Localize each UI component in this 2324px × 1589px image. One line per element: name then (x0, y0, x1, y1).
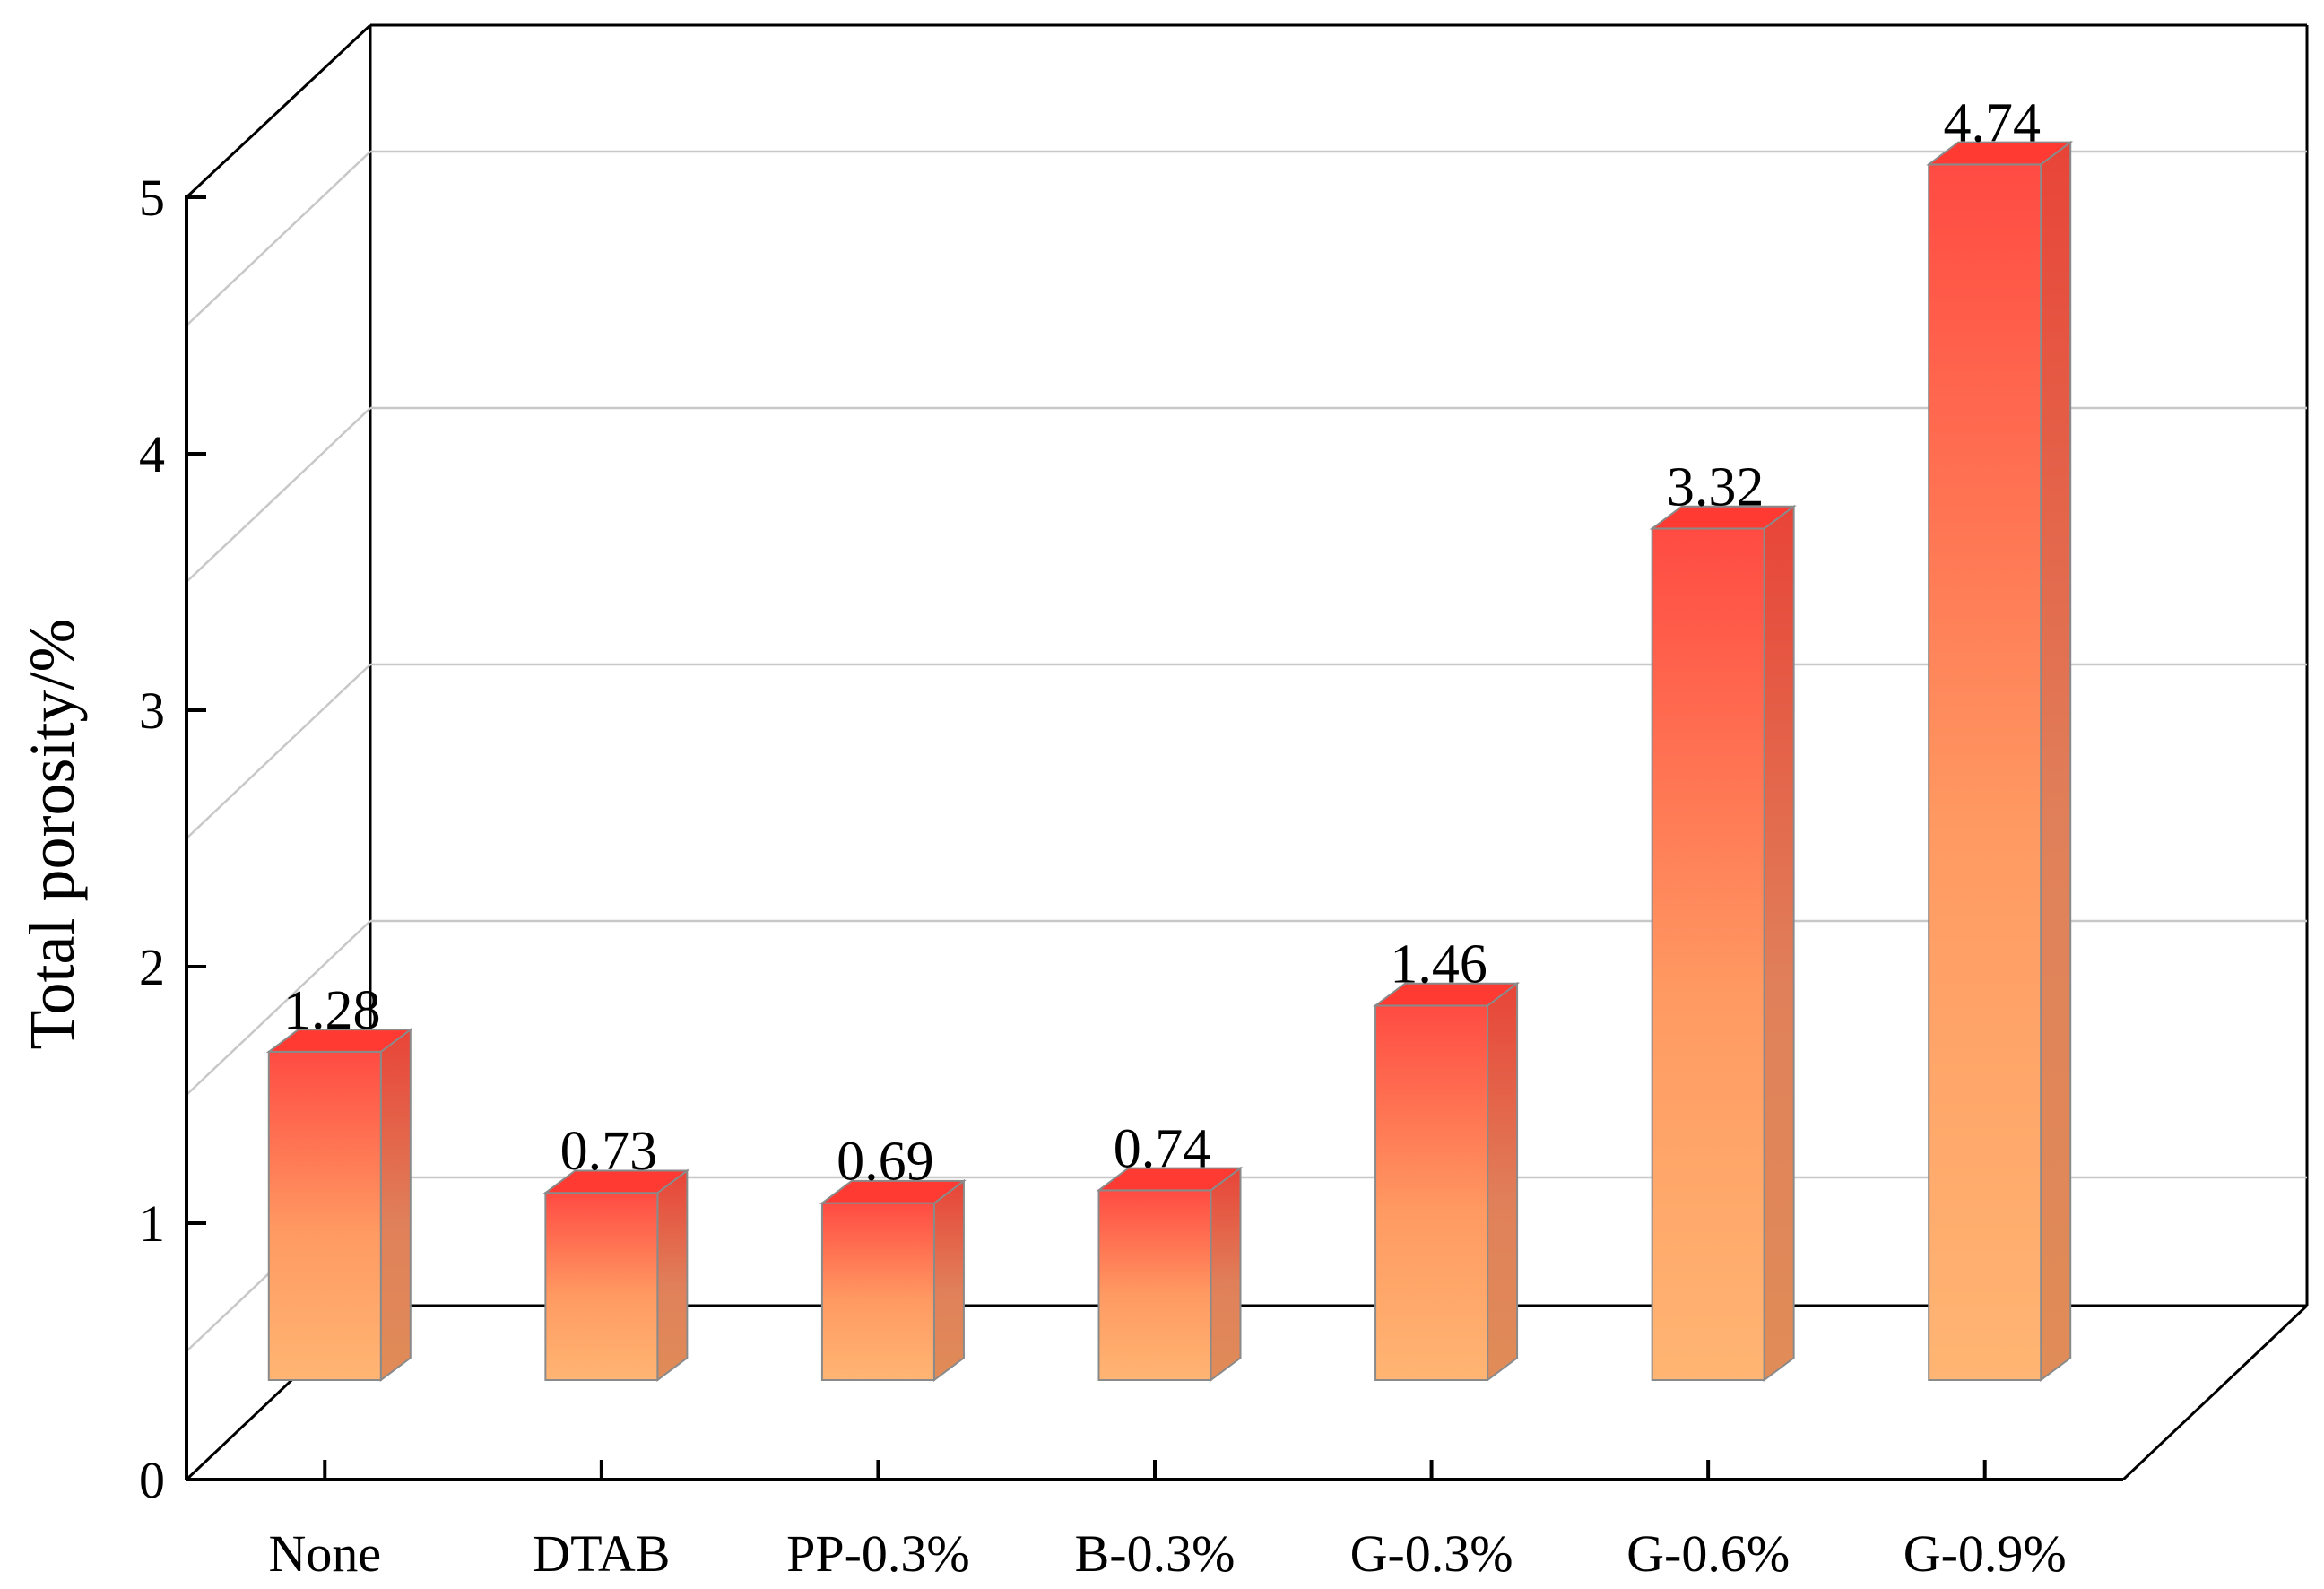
bar-front (1097, 1189, 1212, 1381)
bar-front (1374, 1004, 1489, 1381)
bar-side (1763, 504, 1795, 1382)
y-axis-title: Total porosity/% (16, 619, 88, 1050)
bar-front (820, 1202, 935, 1382)
y-tick-label: 0 (139, 1451, 165, 1509)
bar-side (379, 1028, 412, 1382)
data-label: 4.74 (1943, 92, 2041, 153)
y-tick-label: 5 (139, 169, 165, 227)
bar-side (2040, 140, 2072, 1382)
left-wall-top-edge (185, 23, 372, 199)
y-tick-label: 3 (139, 682, 165, 740)
x-tick-label: PP-0.3% (786, 1524, 970, 1583)
data-label: 1.28 (283, 980, 381, 1041)
bar-side (1487, 981, 1519, 1382)
bar (1649, 504, 1797, 1382)
bars (265, 140, 2074, 1382)
bar (265, 1028, 413, 1382)
bar-side (932, 1178, 965, 1382)
axes (185, 195, 2123, 1481)
bar-top (265, 1029, 413, 1053)
bar-front (267, 1050, 382, 1382)
gridline-depth (186, 407, 371, 583)
bar-top (1096, 1167, 1244, 1192)
data-label: 0.73 (560, 1121, 658, 1182)
gridline-depth (186, 664, 371, 839)
x-tick-label: DTAB (533, 1524, 670, 1583)
x-tick-label: G-0.6% (1626, 1524, 1790, 1583)
bar-top (1926, 141, 2074, 166)
x-tick-label: G-0.3% (1350, 1524, 1513, 1583)
bar-top (819, 1179, 967, 1204)
x-tick-label: B-0.3% (1075, 1524, 1236, 1583)
bar-front (1651, 527, 1765, 1381)
bar-front (1928, 163, 2042, 1382)
data-label: 1.46 (1390, 933, 1487, 994)
y-tick-label: 1 (139, 1194, 165, 1253)
bar-top (1373, 982, 1521, 1007)
y-tick-label: 4 (139, 425, 165, 483)
data-label: 0.74 (1114, 1118, 1211, 1179)
data-label: 0.69 (837, 1132, 934, 1193)
bar-top (542, 1169, 690, 1194)
bar-side (1210, 1166, 1242, 1382)
data-label: 3.32 (1667, 456, 1765, 517)
x-tick-label: G-0.9% (1903, 1524, 2067, 1583)
floor-right-edge (2121, 1304, 2309, 1481)
bar-top (1649, 505, 1797, 530)
labels: 0 1 2 3 4 5 None 1.28 DTAB 0.73 PP-0.3% 0.69 B-0.3% 0… (139, 92, 2067, 1583)
bar (1096, 1166, 1244, 1382)
bar (819, 1178, 967, 1382)
y-tick-label: 2 (139, 938, 165, 996)
bar-front (544, 1192, 659, 1381)
gridline-depth (186, 920, 371, 1096)
x-tick-label: None (268, 1524, 381, 1583)
bar (542, 1168, 690, 1382)
bar-side (656, 1168, 689, 1382)
bar (1926, 140, 2074, 1382)
gridline-depth (186, 151, 371, 326)
bar (1373, 981, 1521, 1382)
